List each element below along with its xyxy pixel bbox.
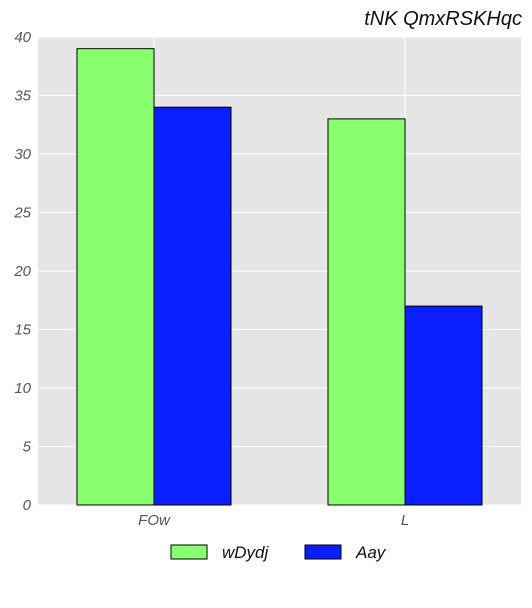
legend-label: wDydj bbox=[222, 543, 270, 562]
legend: wDydj Aay bbox=[170, 543, 387, 562]
legend-swatch bbox=[170, 544, 208, 560]
y-tick-label: 30 bbox=[14, 146, 31, 163]
y-tick-label: 10 bbox=[14, 380, 31, 397]
bar-Aay-L bbox=[404, 305, 483, 506]
y-tick-label: 5 bbox=[23, 439, 32, 456]
y-tick-label: 0 bbox=[23, 497, 32, 514]
bars bbox=[76, 48, 483, 506]
legend-label: Aay bbox=[355, 543, 387, 562]
bar-wDydj-FOw bbox=[76, 48, 155, 506]
y-tick-label: 15 bbox=[14, 322, 31, 339]
y-tick-label: 20 bbox=[13, 263, 31, 280]
chart-title: tNK QmxRSKHqc bbox=[364, 8, 522, 30]
y-tick-label: 25 bbox=[13, 205, 31, 222]
bar-wDydj-L bbox=[327, 118, 406, 506]
y-tick-label: 40 bbox=[14, 29, 31, 46]
y-tick-label: 35 bbox=[14, 88, 31, 105]
bar-Aay-FOw bbox=[153, 106, 232, 506]
legend-swatch bbox=[304, 544, 342, 560]
x-tick-label: FOw bbox=[138, 512, 171, 529]
y-axis-ticks: 0 5 10 15 20 25 30 35 40 bbox=[13, 29, 31, 514]
x-axis-ticks: FOw L bbox=[138, 512, 409, 529]
x-tick-label: L bbox=[401, 512, 409, 529]
